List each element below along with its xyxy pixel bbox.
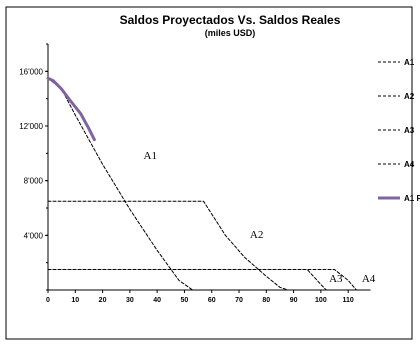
y-tick-label: 16'000	[19, 67, 43, 76]
x-tick-label: 30	[126, 297, 134, 304]
annotation-label: A3	[329, 273, 343, 285]
chart-subtitle: (miles USD)	[205, 28, 256, 38]
y-tick-label: 4'000	[24, 231, 44, 240]
x-tick-label: 60	[208, 297, 216, 304]
legend: A1 A2 A3 A4 A1 Real	[378, 58, 420, 203]
legend-label: A1 Real	[404, 194, 420, 203]
legend-label: A4	[404, 160, 415, 169]
series-line-a1	[47, 77, 371, 291]
annotation-label: A1	[144, 150, 157, 162]
legend-label: A1	[404, 58, 415, 67]
annotation-label: A2	[250, 229, 263, 241]
x-tick-label: 90	[290, 297, 298, 304]
annotations: A1 A2 A3 A4	[144, 150, 376, 285]
series-layer	[46, 76, 371, 291]
series-line-a1-real	[46, 76, 96, 142]
legend-label: A3	[404, 126, 415, 135]
series-line-a4	[47, 269, 371, 291]
x-tick-label: 100	[315, 297, 327, 304]
x-tick-label: 80	[262, 297, 270, 304]
y-tick-label: 8'000	[24, 177, 44, 186]
x-tick-label: 50	[181, 297, 189, 304]
chart-border	[5, 6, 413, 340]
legend-label: A2	[404, 92, 415, 101]
y-tick-label: 12'000	[19, 122, 43, 131]
x-tick-label: 20	[99, 297, 107, 304]
x-tick-label: 40	[153, 297, 161, 304]
x-tick-label: 0	[46, 297, 50, 304]
axes: 4'000 8'000 12'000 16'000 0 10 20 30 40 50 60 70 80 9…	[19, 43, 370, 304]
annotation-label: A4	[362, 273, 376, 285]
chart-title: Saldos Proyectados Vs. Saldos Reales	[120, 13, 341, 27]
x-tick-label: 110	[343, 297, 354, 304]
x-tick-label: 70	[235, 297, 243, 304]
series-line-a2	[47, 200, 371, 291]
x-tick-label: 10	[71, 297, 79, 304]
